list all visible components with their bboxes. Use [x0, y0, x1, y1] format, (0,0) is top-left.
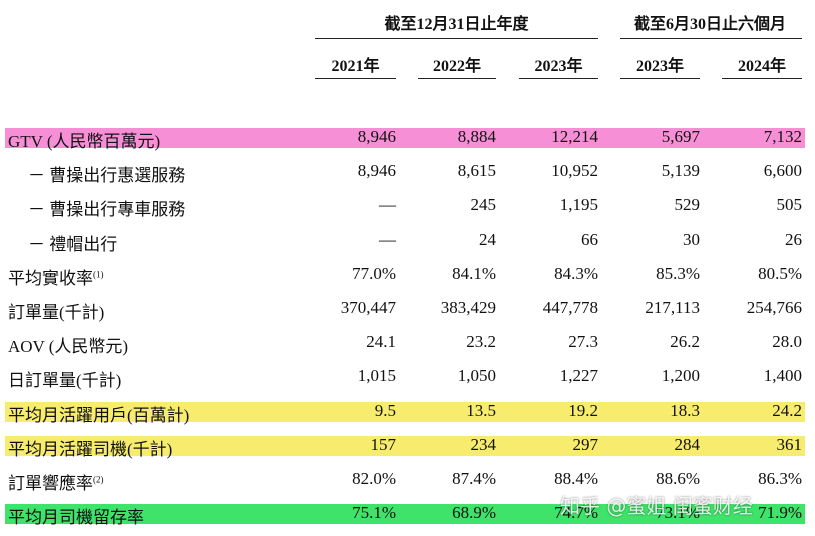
cell-value: 19.2	[568, 400, 598, 420]
group-header: 截至12月31日止年度	[384, 16, 529, 33]
cell-value: 1,400	[763, 366, 802, 386]
column-rule	[722, 78, 802, 79]
row-label: 訂單響應率(2)	[8, 474, 104, 493]
cell-value: 66	[581, 229, 598, 249]
cell-value: 27.3	[568, 332, 598, 352]
cell-value: 87.4%	[452, 469, 496, 488]
cell-value: 5,139	[661, 161, 700, 181]
row-label: 日訂單量(千計)	[8, 371, 122, 391]
cell-value: 505	[776, 195, 803, 215]
cell-value: 10,952	[551, 161, 598, 181]
cell-value: 9.5	[374, 400, 396, 420]
cell-value: 1,227	[559, 366, 598, 386]
cell-value: —	[379, 195, 396, 215]
cell-value: 84.1%	[452, 263, 496, 283]
cell-value: 8,884	[457, 127, 496, 146]
cell-value: 8,615	[457, 161, 496, 181]
cell-value: 88.4%	[554, 469, 598, 488]
cell-value: 85.3%	[656, 263, 700, 283]
column-header: 2021年	[331, 58, 380, 75]
row-label: － 曹操出行惠選服務	[28, 166, 186, 186]
cell-value: 284	[674, 434, 701, 454]
cell-value: 24.1	[366, 332, 396, 352]
cell-value: 82.0%	[352, 469, 396, 488]
row-highlight	[5, 504, 805, 525]
row-label: － 禮帽出行	[28, 234, 118, 254]
row-label: － 曹操出行專車服務	[28, 200, 186, 220]
group-header: 截至6月30日止六個月	[633, 16, 786, 33]
cell-value: 13.5	[466, 400, 496, 420]
cell-value: 68.9%	[452, 503, 496, 523]
cell-value: 529	[674, 195, 701, 215]
row-highlight	[5, 435, 805, 456]
cell-value: 245	[470, 195, 497, 215]
cell-value: 88.6%	[656, 469, 700, 488]
footnote-ref: (2)	[93, 474, 104, 485]
group-rule	[620, 38, 802, 39]
cell-value: 77.0%	[352, 263, 396, 283]
cell-value: 84.3%	[554, 263, 598, 283]
cell-value: 30	[683, 229, 700, 249]
cell-value: 24.2	[772, 400, 802, 420]
footnote-ref: (1)	[93, 269, 104, 280]
cell-value: 74.7%	[554, 503, 598, 523]
group-rule	[315, 38, 598, 39]
column-header: 2022年	[432, 58, 481, 75]
row-highlight	[5, 128, 805, 148]
column-rule	[418, 78, 496, 79]
cell-value: 1,195	[559, 195, 598, 215]
row-highlight	[5, 401, 805, 422]
row-label: 平均月活躍用戶(百萬計)	[8, 405, 190, 425]
column-header: 2023年	[534, 58, 583, 75]
row-label: 平均月活躍司機(千計)	[8, 439, 173, 459]
column-rule	[620, 78, 700, 79]
cell-value: 80.5%	[758, 263, 802, 283]
cell-value: 234	[470, 434, 497, 454]
column-header: 2024年	[737, 58, 786, 75]
cell-value: 24	[479, 229, 496, 249]
cell-value: 254,766	[746, 298, 802, 317]
cell-value: 361	[776, 434, 803, 454]
cell-value: 297	[572, 434, 599, 454]
cell-value: 7,132	[763, 127, 802, 146]
cell-value: 1,015	[357, 366, 396, 386]
cell-value: 26.2	[670, 332, 700, 352]
cell-value: 447,778	[542, 298, 598, 317]
column-rule	[519, 78, 598, 79]
cell-value: 26	[785, 229, 802, 249]
cell-value: 1,200	[661, 366, 700, 386]
cell-value: 1,050	[457, 366, 496, 386]
cell-value: 86.3%	[758, 469, 802, 488]
cell-value: 28.0	[772, 332, 802, 352]
cell-value: 5,697	[661, 127, 700, 146]
cell-value: 6,600	[763, 161, 802, 181]
cell-value: 23.2	[466, 332, 496, 352]
row-label: 訂單量(千計)	[8, 303, 105, 322]
cell-value: 8,946	[357, 127, 396, 146]
cell-value: 71.9%	[758, 503, 802, 523]
cell-value: 217,113	[645, 298, 700, 317]
cell-value: 383,429	[440, 298, 496, 317]
cell-value: 75.1%	[352, 503, 396, 523]
row-label: 平均月司機留存率	[8, 508, 144, 528]
row-label: 平均實收率(1)	[8, 268, 104, 288]
cell-value: 370,447	[340, 298, 396, 317]
row-label: GTV (人民幣百萬元)	[8, 132, 161, 151]
cell-value: 73.1%	[656, 503, 700, 523]
row-label: AOV (人民幣元)	[8, 337, 129, 357]
cell-value: 157	[370, 434, 397, 454]
column-rule	[315, 78, 396, 79]
cell-value: 12,214	[551, 127, 598, 146]
cell-value: 8,946	[357, 161, 396, 181]
cell-value: 18.3	[670, 400, 700, 420]
column-header: 2023年	[635, 58, 684, 75]
watermark: 知乎 @蜜姐 闺蜜财经	[560, 494, 753, 518]
cell-value: —	[379, 229, 396, 249]
